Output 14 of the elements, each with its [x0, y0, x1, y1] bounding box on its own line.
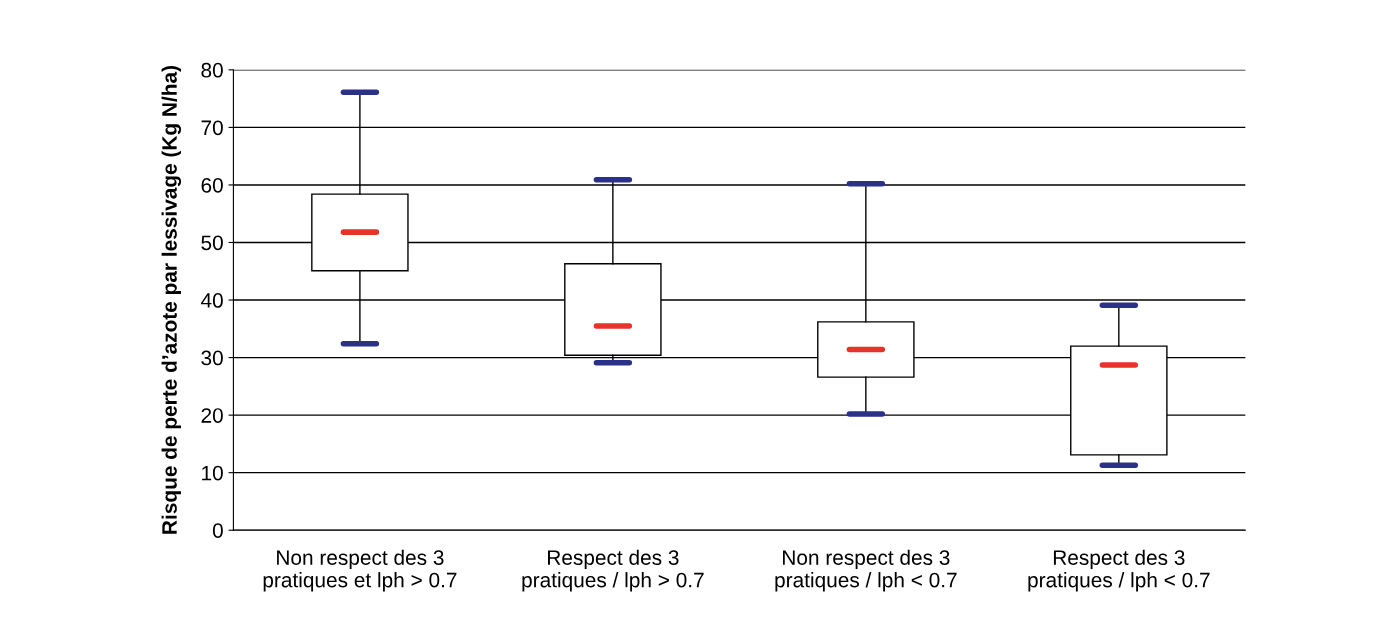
x-tick-label: Respect des 3 pratiques / lph > 0.7 [522, 549, 704, 592]
y-axis-title: Risque de perte d’azote par lessivage (Kg N/ha) [161, 66, 182, 534]
y-tick-label: 30 [201, 350, 223, 366]
y-tick-label: 20 [201, 408, 223, 423]
y-tick-label: 40 [201, 293, 223, 308]
y-tick-label: 50 [201, 235, 223, 251]
y-tick-label: 60 [201, 177, 223, 193]
y-tick-label: 10 [202, 465, 223, 481]
y-tick-label: 0 [212, 523, 223, 538]
x-tick-label: Non respect des 3 pratiques / lph < 0.7 [775, 549, 957, 592]
x-tick-label: Respect des 3 pratiques / lph < 0.7 [1028, 549, 1210, 592]
x-tick-label: Non respect des 3 pratiques et lph > 0.7 [263, 549, 457, 592]
y-tick-label: 80 [201, 62, 223, 78]
y-tick-label: 70 [201, 120, 223, 136]
